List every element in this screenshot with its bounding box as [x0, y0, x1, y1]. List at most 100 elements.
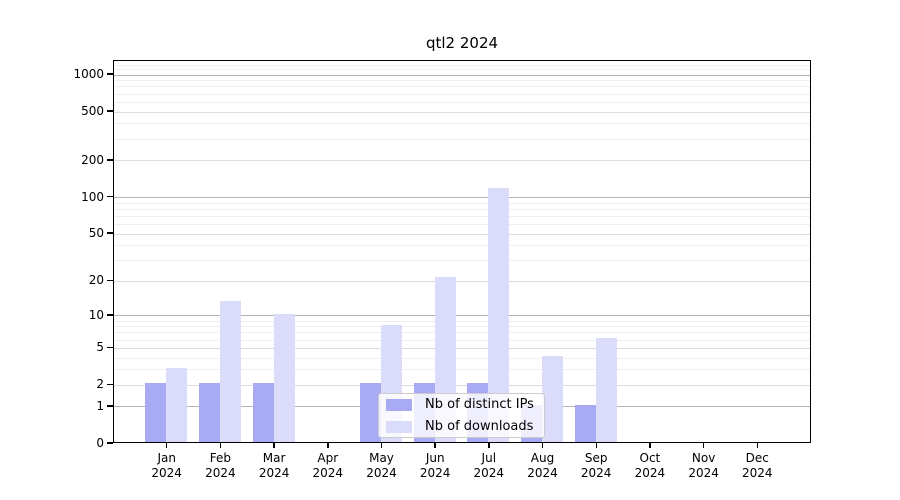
y-tick-label-200: 200	[81, 152, 104, 167]
bar-mar-downloads	[273, 314, 295, 442]
y-tick-label-100: 100	[81, 189, 104, 204]
x-tick-mark	[434, 443, 436, 448]
x-tick-label-oct: Oct 2024	[620, 451, 680, 481]
y-tick-label-20: 20	[88, 273, 104, 288]
x-tick-month: Apr	[317, 451, 339, 465]
gridline-20	[114, 280, 810, 282]
gridline-minor	[114, 326, 810, 328]
y-tick-label-5: 5	[96, 340, 104, 355]
bar-sep-ips	[574, 405, 596, 442]
gridline-5	[114, 347, 810, 349]
x-tick-mark	[595, 443, 597, 448]
gridline-minor	[114, 69, 810, 71]
gridline-minor	[114, 369, 810, 371]
y-tick-label-0: 0	[96, 436, 104, 450]
y-tick-mark	[107, 110, 113, 112]
y-tick-mark	[107, 346, 113, 349]
x-tick-month: Aug	[530, 451, 555, 465]
x-tick-month: Mar	[262, 451, 286, 465]
x-tick-month: Oct	[639, 451, 661, 465]
gridline-200	[114, 160, 810, 162]
bar-jan-ips	[145, 383, 167, 442]
x-tick-label-jul: Jul 2024	[459, 451, 519, 481]
y-tick-mark	[107, 195, 113, 198]
x-tick-mark	[327, 443, 329, 448]
gridline-minor	[114, 320, 810, 322]
y-tick-mark	[107, 442, 113, 444]
x-tick-mark	[273, 443, 275, 448]
x-tick-year: 2024	[366, 466, 397, 480]
x-tick-mark	[165, 443, 168, 448]
x-tick-year: 2024	[151, 466, 182, 480]
gridline-10	[114, 315, 810, 317]
legend-label-downloads: Nb of downloads	[425, 419, 534, 434]
x-tick-month: Feb	[209, 451, 232, 465]
bar-feb-downloads	[219, 301, 241, 442]
gridline-1000	[114, 74, 810, 76]
x-tick-mark	[702, 443, 705, 448]
legend-item-distinct-ips: Nb of distinct IPs	[386, 397, 534, 412]
x-tick-mark	[380, 443, 383, 448]
x-tick-year: 2024	[688, 466, 719, 480]
legend-swatch-downloads	[386, 420, 412, 433]
plot-area	[113, 60, 811, 443]
gridline-minor	[114, 93, 810, 95]
gridline-minor	[114, 332, 810, 334]
x-tick-label-nov: Nov 2024	[674, 451, 734, 481]
x-tick-year: 2024	[580, 466, 612, 480]
x-tick-label-apr: Apr 2024	[298, 451, 358, 481]
x-tick-year: 2024	[312, 466, 344, 480]
legend: Nb of distinct IPs Nb of downloads	[378, 393, 545, 438]
x-tick-label-dec: Dec 2024	[727, 451, 787, 481]
y-tick-label-500: 500	[81, 104, 104, 119]
gridline-minor	[114, 223, 810, 225]
x-tick-mark	[488, 443, 490, 448]
gridline-minor	[114, 101, 810, 103]
gridline-500	[114, 111, 810, 113]
y-tick-mark	[107, 159, 113, 161]
gridline-minor	[114, 339, 810, 341]
bar-aug-downloads	[542, 356, 563, 442]
y-tick-mark	[107, 232, 113, 234]
gridline-minor	[114, 138, 810, 140]
gridline-minor	[114, 208, 810, 210]
x-tick-year: 2024	[527, 466, 558, 480]
y-tick-mark	[107, 73, 113, 75]
bar-feb-ips	[198, 383, 220, 442]
x-tick-month: Jun	[425, 451, 445, 465]
gridline-minor	[114, 80, 810, 82]
x-tick-label-feb: Feb 2024	[190, 451, 250, 481]
y-tick-mark	[107, 405, 113, 407]
x-tick-label-mar: Mar 2024	[244, 451, 304, 481]
legend-swatch-ips	[386, 398, 412, 411]
legend-item-downloads: Nb of downloads	[386, 419, 534, 434]
gridline-50	[114, 233, 810, 235]
y-tick-mark	[107, 279, 113, 282]
gridline-minor	[114, 64, 810, 66]
x-tick-month: Nov	[691, 451, 716, 465]
bar-jan-downloads	[166, 368, 188, 442]
x-tick-mark	[219, 443, 222, 448]
bar-mar-ips	[252, 383, 274, 442]
x-tick-year: 2024	[742, 466, 773, 480]
bar-sep-downloads	[595, 338, 617, 442]
x-tick-year: 2024	[205, 466, 236, 480]
x-tick-year: 2024	[634, 466, 666, 480]
x-tick-label-may: May 2024	[352, 451, 412, 481]
x-tick-mark	[649, 443, 651, 448]
x-tick-label-aug: Aug 2024	[513, 451, 573, 481]
gridline-minor	[114, 202, 810, 204]
bar-jul-downloads	[488, 188, 510, 442]
y-tick-label-2: 2	[96, 377, 104, 392]
y-tick-mark	[107, 383, 113, 386]
x-tick-month: Sep	[584, 451, 608, 465]
x-tick-label-sep: Sep 2024	[566, 451, 626, 481]
gridline-2	[114, 384, 810, 386]
y-tick-label-10: 10	[88, 307, 104, 322]
x-tick-year: 2024	[258, 466, 290, 480]
x-tick-year: 2024	[473, 466, 505, 480]
gridline-minor	[114, 357, 810, 359]
bar-may-ips	[360, 383, 381, 442]
x-tick-month: Jan	[157, 451, 176, 465]
